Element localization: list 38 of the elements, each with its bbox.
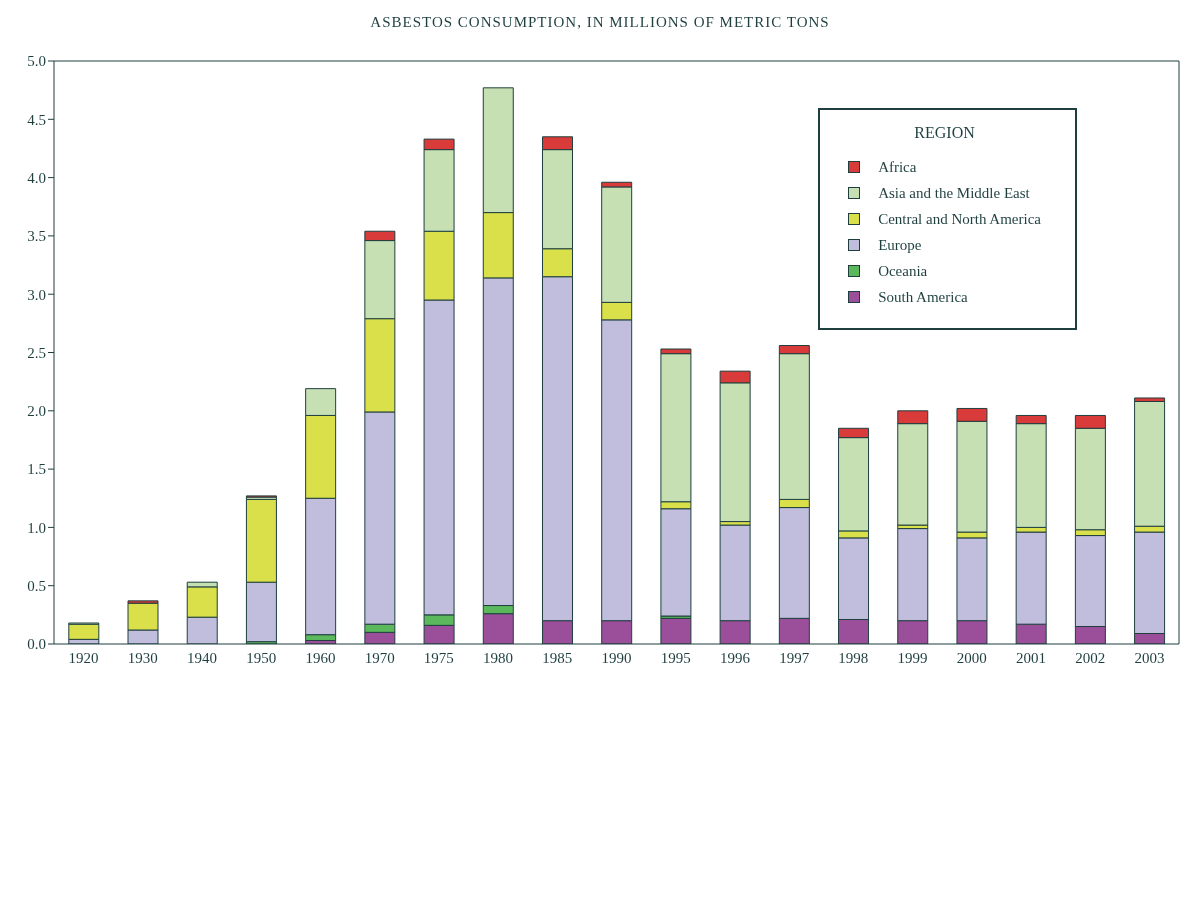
legend-title: REGION — [913, 124, 976, 142]
x-tick-label: 1998 — [838, 649, 869, 666]
x-tick-label: 1990 — [601, 649, 632, 666]
legend-label: South America — [878, 288, 968, 306]
x-tick-label: 2001 — [1015, 649, 1046, 666]
x-tick-label: 1940 — [187, 649, 218, 666]
y-tick-label: 2.0 — [27, 403, 46, 420]
x-tick-label: 1997 — [779, 649, 810, 666]
y-tick-label: 2.5 — [27, 344, 46, 361]
x-tick-label: 1985 — [542, 649, 573, 666]
y-tick-label: 4.0 — [27, 169, 46, 186]
x-tick-label: 1980 — [483, 649, 514, 666]
y-tick-label: 1.5 — [27, 461, 46, 478]
x-tick-label: 1950 — [246, 649, 277, 666]
y-tick-label: 0.5 — [27, 578, 46, 595]
x-tick-label: 2003 — [1134, 649, 1165, 666]
x-tick-label: 1970 — [364, 649, 395, 666]
legend-label: Europe — [878, 236, 922, 254]
x-tick-label: 1995 — [660, 649, 691, 666]
y-tick-label: 3.0 — [27, 286, 46, 303]
legend-label: Asia and the Middle East — [878, 184, 1030, 202]
y-tick-label: 4.5 — [27, 111, 46, 128]
x-tick-label: 2000 — [956, 649, 987, 666]
x-tick-label: 1920 — [68, 649, 99, 666]
legend-label: Africa — [878, 158, 917, 176]
y-tick-label: 1.0 — [27, 519, 46, 536]
x-tick-label: 1975 — [423, 649, 454, 666]
y-tick-label: 0.0 — [27, 636, 46, 653]
legend-label: Central and North America — [878, 210, 1041, 228]
y-tick-label: 3.5 — [27, 228, 46, 245]
y-tick-label: 5.0 — [27, 53, 46, 70]
x-tick-label: 1999 — [897, 649, 928, 666]
x-tick-label: 1960 — [305, 649, 336, 666]
legend-label: Oceania — [878, 262, 928, 280]
x-tick-label: 1996 — [719, 649, 751, 666]
x-tick-label: 1930 — [127, 649, 158, 666]
x-tick-label: 2002 — [1075, 649, 1106, 666]
chart-title: ASBESTOS CONSUMPTION, IN MILLIONS OF METRIC TONS — [369, 14, 831, 31]
